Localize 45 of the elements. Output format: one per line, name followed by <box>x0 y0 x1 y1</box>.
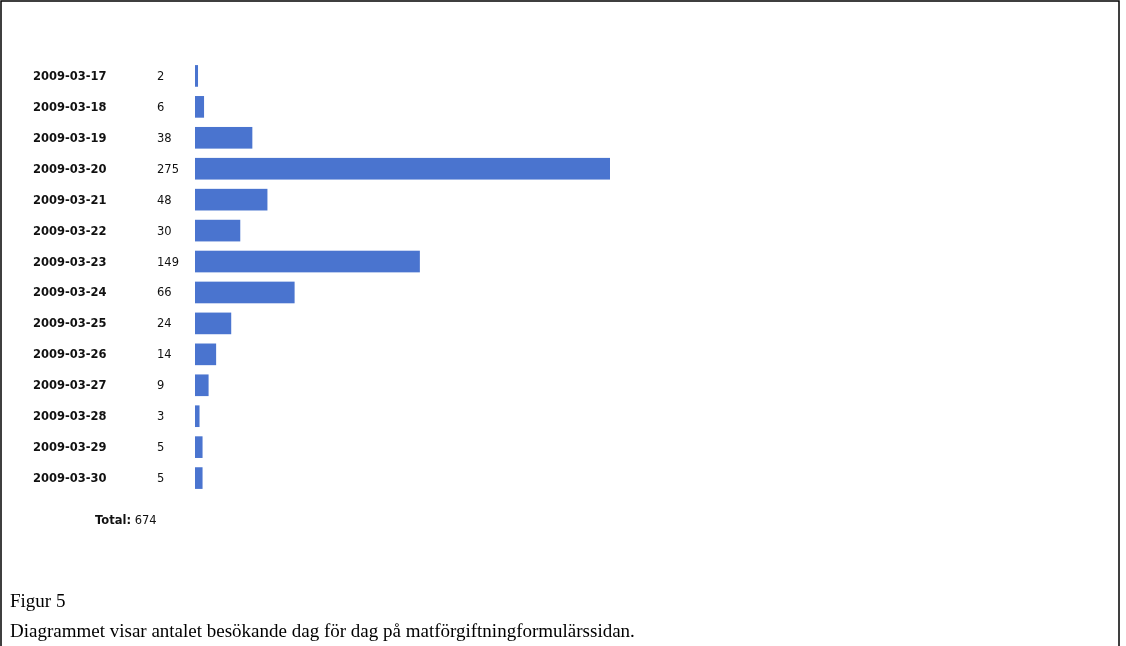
bar <box>195 312 232 335</box>
data-label: 30 <box>157 223 172 238</box>
y-tick-label: 2009-03-28 <box>33 409 107 424</box>
y-tick-label: 2009-03-30 <box>33 471 107 486</box>
data-label: 3 <box>157 409 165 424</box>
y-tick-label: 2009-03-22 <box>33 223 107 238</box>
data-label: 38 <box>157 130 172 145</box>
data-label: 5 <box>157 440 165 455</box>
text: Diagrammet visar antalet besökande dag för dag på matförgiftningformulärssidan. <box>10 620 635 641</box>
data-label: 24 <box>157 316 172 331</box>
data-label: 149 <box>157 254 179 269</box>
bar <box>195 65 199 87</box>
y-tick-label: 2009-03-29 <box>33 440 107 455</box>
bar <box>195 281 295 304</box>
bar <box>195 343 217 366</box>
bar <box>195 374 209 397</box>
y-tick-label: 2009-03-23 <box>33 254 107 269</box>
data-label: 275 <box>157 161 179 176</box>
bar <box>195 188 268 211</box>
data-label: 14 <box>157 347 172 362</box>
text: Total: 674 <box>95 513 157 528</box>
y-tick-label: 2009-03-25 <box>33 316 107 331</box>
bar <box>195 436 203 458</box>
y-tick-label: 2009-03-20 <box>33 161 107 176</box>
data-label: 6 <box>157 99 165 114</box>
y-tick-label: 2009-03-24 <box>33 285 107 300</box>
bar <box>195 126 253 149</box>
y-tick-label: 2009-03-18 <box>33 99 107 114</box>
data-label: 9 <box>157 378 165 393</box>
y-tick-label: 2009-03-21 <box>33 192 107 207</box>
bar <box>195 405 200 428</box>
bar <box>195 250 420 273</box>
y-tick-label: 2009-03-26 <box>33 347 107 362</box>
y-tick-label: 2009-03-27 <box>33 378 107 393</box>
bar <box>195 219 241 242</box>
bar <box>195 157 610 180</box>
y-tick-label: 2009-03-19 <box>33 130 107 145</box>
data-label: 48 <box>157 192 172 207</box>
text: Figur 5 <box>10 590 66 611</box>
data-label: 2 <box>157 68 165 83</box>
data-label: 5 <box>157 471 165 486</box>
y-tick-label: 2009-03-17 <box>33 68 107 83</box>
data-label: 66 <box>157 285 172 300</box>
bar <box>195 467 203 489</box>
bar <box>195 96 205 118</box>
